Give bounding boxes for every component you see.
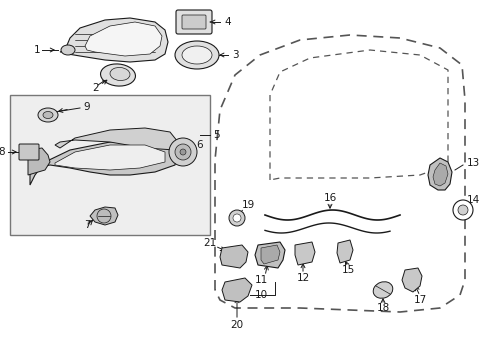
Text: 4: 4 — [224, 17, 230, 27]
Text: 19: 19 — [241, 200, 254, 210]
Text: 13: 13 — [466, 158, 479, 168]
Text: 21: 21 — [203, 238, 216, 248]
Circle shape — [175, 144, 191, 160]
Ellipse shape — [101, 64, 135, 86]
FancyBboxPatch shape — [182, 15, 205, 29]
Text: 6: 6 — [196, 140, 202, 150]
Text: 18: 18 — [376, 303, 389, 313]
Text: 14: 14 — [466, 195, 479, 205]
FancyBboxPatch shape — [19, 144, 39, 160]
Text: 12: 12 — [296, 273, 309, 283]
Ellipse shape — [38, 108, 58, 122]
Text: 5: 5 — [213, 130, 219, 140]
Ellipse shape — [182, 46, 212, 64]
Polygon shape — [30, 140, 178, 185]
Polygon shape — [401, 268, 421, 292]
Circle shape — [228, 210, 244, 226]
Polygon shape — [55, 145, 164, 170]
Ellipse shape — [372, 282, 392, 298]
Ellipse shape — [175, 41, 219, 69]
Circle shape — [169, 138, 197, 166]
Text: 7: 7 — [83, 220, 90, 230]
Text: 1: 1 — [34, 45, 40, 55]
Polygon shape — [427, 158, 451, 190]
Text: 17: 17 — [412, 295, 426, 305]
Text: 11: 11 — [254, 275, 267, 285]
Text: 2: 2 — [93, 83, 99, 93]
Circle shape — [97, 209, 111, 223]
Text: 10: 10 — [254, 290, 267, 300]
Polygon shape — [222, 278, 251, 302]
Circle shape — [457, 205, 467, 215]
Text: 3: 3 — [231, 50, 238, 60]
Polygon shape — [261, 245, 280, 264]
Polygon shape — [60, 18, 168, 62]
Polygon shape — [220, 245, 247, 268]
Ellipse shape — [61, 45, 75, 55]
Polygon shape — [55, 128, 178, 150]
Text: 9: 9 — [83, 102, 89, 112]
Text: 16: 16 — [323, 193, 336, 203]
Circle shape — [180, 149, 185, 155]
Circle shape — [452, 200, 472, 220]
Polygon shape — [85, 22, 162, 56]
Text: 20: 20 — [230, 320, 243, 330]
Circle shape — [232, 214, 241, 222]
Polygon shape — [90, 207, 118, 225]
Polygon shape — [28, 148, 50, 175]
Polygon shape — [432, 163, 447, 186]
Text: 8: 8 — [0, 147, 5, 157]
Polygon shape — [294, 242, 314, 265]
Text: 15: 15 — [341, 265, 354, 275]
Polygon shape — [254, 242, 285, 268]
FancyBboxPatch shape — [176, 10, 212, 34]
Ellipse shape — [43, 112, 53, 118]
Bar — [10, 95, 209, 235]
Ellipse shape — [110, 67, 130, 81]
Polygon shape — [336, 240, 352, 263]
